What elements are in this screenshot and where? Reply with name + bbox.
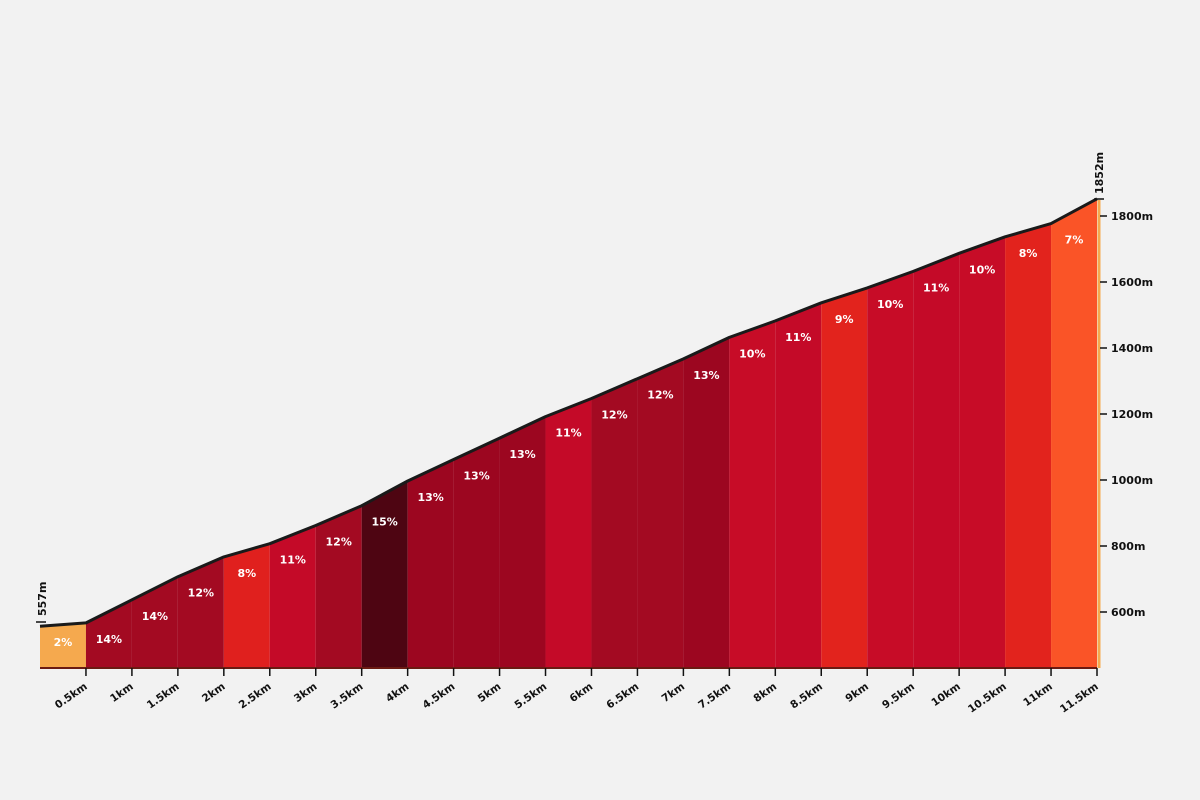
elevation-profile-line — [39, 197, 1098, 628]
gradient-label: 7% — [1065, 234, 1084, 247]
x-tick-label: 6km — [568, 681, 596, 705]
end-elevation-marker: 1852m — [1093, 152, 1106, 200]
x-tick-label: 1km — [108, 681, 136, 705]
gradient-segment — [453, 438, 500, 668]
gradient-label: 11% — [785, 331, 811, 344]
y-axis: 600m 800m 1000m 1200m 1400m 1600m 1800m — [1100, 210, 1153, 619]
x-tick-label: 11.5km — [1058, 681, 1101, 716]
gradient-segment — [775, 302, 822, 668]
x-tick-label: 9.5km — [880, 681, 917, 712]
gradient-segment — [729, 320, 776, 668]
end-elevation-label: 1852m — [1093, 152, 1106, 194]
x-tick-label: 8km — [751, 681, 779, 705]
gradient-segment — [1051, 198, 1097, 668]
gradient-label: 12% — [601, 408, 627, 421]
x-tick-label: 2.5km — [237, 681, 274, 712]
x-tick-label: 2km — [200, 681, 228, 705]
x-tick-label: 9km — [843, 681, 871, 705]
gradient-segment — [959, 236, 1006, 669]
gradient-segments — [40, 198, 1097, 669]
x-tick-label: 7.5km — [696, 681, 733, 712]
x-tick-label: 1.5km — [145, 681, 182, 712]
gradient-labels: 2% 14% 14% 12% 8% 11% 12% 15% 13% 13% 13% 11% 12% 12%… — [54, 234, 1084, 650]
gradient-segment — [545, 398, 592, 668]
gradient-label: 15% — [372, 516, 398, 529]
gradient-label: 10% — [739, 347, 765, 360]
y-tick-label: 800m — [1111, 540, 1145, 553]
x-tick-label: 10.5km — [966, 681, 1009, 716]
x-tick-label: 4km — [384, 681, 412, 705]
x-tick-label: 11km — [1021, 681, 1055, 710]
x-tick-label: 3km — [292, 681, 320, 705]
x-tick-label: 3.5km — [329, 681, 366, 712]
x-tick-label: 4.5km — [421, 681, 458, 712]
gradient-label: 12% — [188, 587, 214, 600]
gradient-segment — [821, 287, 868, 668]
gradient-segment — [499, 416, 546, 668]
x-tick-label: 6.5km — [604, 681, 641, 712]
gradient-label: 10% — [877, 298, 903, 311]
x-tick-label: 5.5km — [512, 681, 549, 712]
gradient-label: 13% — [509, 448, 535, 461]
y-tick-label: 1600m — [1111, 276, 1153, 289]
gradient-label: 14% — [96, 633, 122, 646]
gradient-label: 13% — [417, 491, 443, 504]
gradient-segment — [913, 253, 960, 669]
gradient-label: 11% — [280, 554, 306, 567]
gradient-segment — [40, 622, 86, 668]
y-tick-label: 1200m — [1111, 408, 1153, 421]
gradient-segment — [223, 543, 270, 668]
gradient-segment — [269, 525, 316, 668]
gradient-segment — [637, 358, 684, 668]
gradient-label: 13% — [693, 369, 719, 382]
x-tick-label: 8.5km — [788, 681, 825, 712]
gradient-segment — [683, 337, 730, 668]
x-tick-label: 5km — [476, 681, 504, 705]
gradient-segment — [407, 459, 454, 668]
gradient-label: 2% — [54, 636, 73, 649]
gradient-label: 13% — [463, 470, 489, 483]
gradient-segment — [315, 505, 362, 668]
gradient-segment — [177, 556, 224, 668]
gradient-label: 14% — [142, 610, 168, 623]
gradient-label: 12% — [326, 536, 352, 549]
start-elevation-marker: 557m — [36, 582, 49, 623]
x-tick-label: 10km — [929, 681, 963, 710]
gradient-label: 11% — [923, 281, 949, 294]
x-axis: 0.5km 1km 1.5km 2km 2.5km 3km 3.5km 4km 4.5km 5km… — [53, 668, 1101, 716]
gradient-segment — [361, 480, 408, 668]
gradient-label: 10% — [969, 263, 995, 276]
gradient-label: 9% — [835, 313, 854, 326]
x-tick-label: 7km — [660, 681, 688, 705]
y-tick-label: 1400m — [1111, 342, 1153, 355]
y-tick-label: 1000m — [1111, 474, 1153, 487]
gradient-label: 11% — [555, 427, 581, 440]
gradient-segment — [1005, 223, 1052, 668]
gradient-label: 12% — [647, 389, 673, 402]
gradient-segment — [867, 271, 914, 668]
gradient-label: 8% — [237, 567, 256, 580]
start-elevation-label: 557m — [36, 582, 49, 616]
y-tick-label: 1800m — [1111, 210, 1153, 223]
gradient-label: 8% — [1019, 247, 1038, 260]
x-tick-label: 0.5km — [53, 681, 90, 712]
gradient-segment — [85, 599, 132, 668]
gradient-segment — [591, 378, 638, 668]
gradient-segment — [131, 576, 178, 668]
y-tick-label: 600m — [1111, 606, 1145, 619]
